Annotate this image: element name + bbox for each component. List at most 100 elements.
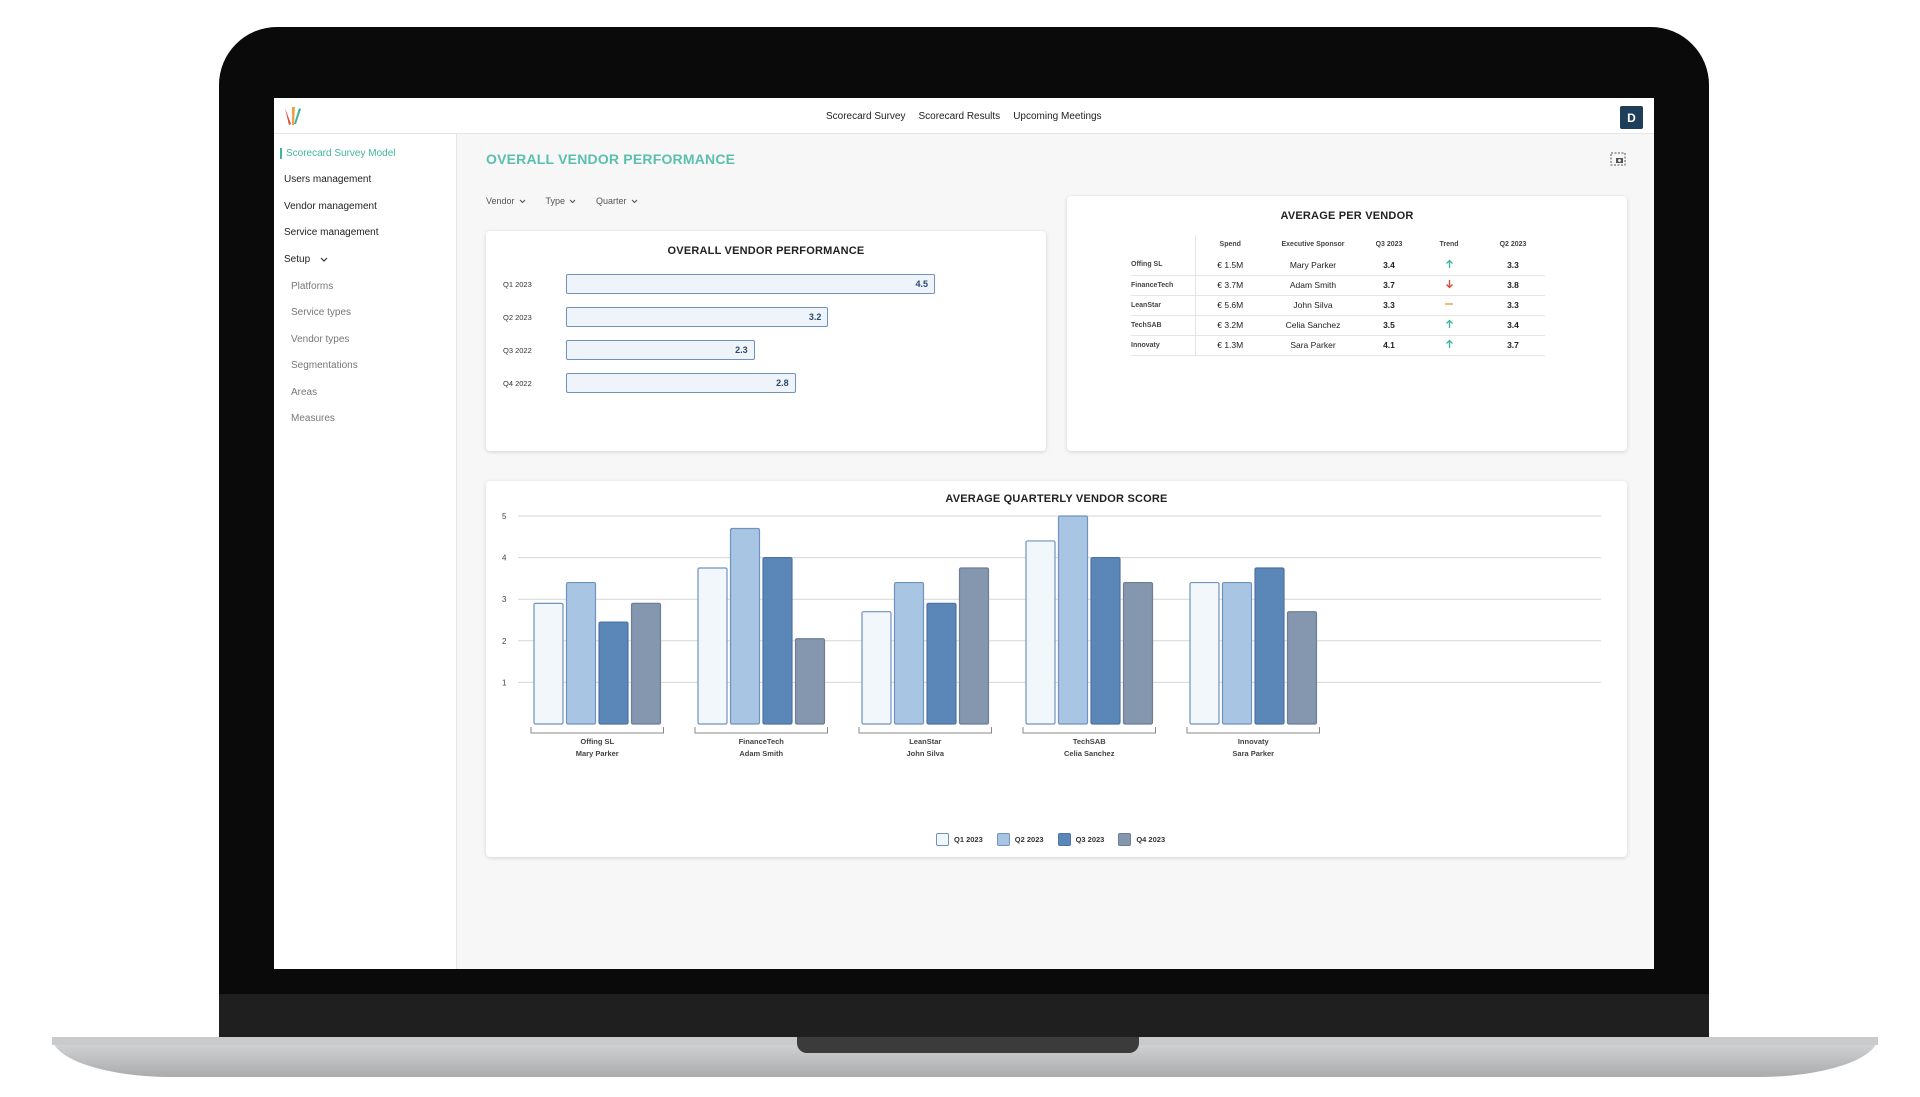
sponsor-cell: John Silva	[1265, 295, 1361, 316]
chevron-down-icon	[631, 199, 637, 203]
vendor-cell: FinanceTech	[1131, 275, 1196, 296]
legend-item[interactable]: Q1 2023	[936, 833, 983, 846]
bar-q1-2023[interactable]	[697, 567, 728, 725]
bar-q2-2023[interactable]	[729, 527, 761, 725]
bar-q3-2023[interactable]	[762, 556, 793, 725]
legend-swatch	[1118, 833, 1132, 846]
x-sublabel: Mary Parker	[576, 749, 619, 758]
spend-cell: € 1.5M	[1195, 255, 1265, 276]
sidebar-item-service-management[interactable]: Service management	[284, 227, 379, 238]
bar-q4-2023[interactable]	[794, 638, 826, 725]
bar-q3-2023[interactable]	[1090, 556, 1121, 725]
table-row[interactable]: TechSAB € 3.2M Celia Sanchez 3.5 3.4	[1131, 315, 1545, 336]
legend-label: Q3 2023	[1075, 835, 1105, 844]
sponsor-cell: Adam Smith	[1265, 275, 1361, 296]
bar-q1-2023[interactable]	[1025, 540, 1056, 725]
screenshot-icon[interactable]	[1610, 152, 1626, 166]
sidebar-sub-areas[interactable]: Areas	[291, 387, 318, 398]
quarterly-score-chart: 1 2 3 4 5 Offing SL Mary Parker FinanceTech Adam…	[502, 512, 1601, 758]
laptop-notch	[797, 1037, 1139, 1053]
hbar-value-label: 2.3	[735, 345, 748, 355]
group-bracket	[858, 727, 992, 734]
filter-type[interactable]: Type	[546, 196, 577, 206]
user-avatar[interactable]: D	[1620, 106, 1643, 129]
nav-scorecard-results[interactable]: Scorecard Results	[918, 110, 1001, 122]
q3-cell: 4.1	[1361, 335, 1417, 356]
filter-vendor[interactable]: Vendor	[486, 196, 526, 206]
x-tick-label: LeanStar	[909, 737, 941, 746]
group-bracket	[530, 727, 664, 734]
page-title: OVERALL VENDOR PERFORMANCE	[486, 151, 736, 167]
sidebar-item-vendor-management[interactable]: Vendor management	[284, 201, 377, 212]
q3-column-header: Q3 2023	[1375, 240, 1403, 248]
table-row[interactable]: LeanStar € 5.6M John Silva 3.3 3.3	[1131, 295, 1545, 316]
bar-q2-2023[interactable]	[1221, 581, 1253, 725]
hbar-bar[interactable]: 2.3	[566, 340, 755, 360]
legend-label: Q1 2023	[954, 835, 983, 844]
x-sublabel: Adam Smith	[739, 749, 783, 758]
bar-q4-2023[interactable]	[630, 602, 662, 725]
filter-bar: Vendor Type Quarter	[486, 196, 638, 206]
bar-q3-2023[interactable]	[598, 621, 629, 725]
bar-q4-2023[interactable]	[1122, 581, 1154, 725]
sidebar-item-scorecard-survey-model[interactable]: Scorecard Survey Model	[280, 148, 396, 159]
hbar-bar[interactable]: 3.2	[566, 307, 829, 327]
y-tick-label: 3	[502, 595, 507, 604]
bar-q2-2023[interactable]	[565, 581, 597, 725]
hbar-bar[interactable]: 4.5	[566, 274, 935, 294]
filter-vendor-label: Vendor	[486, 196, 515, 206]
bar-q1-2023[interactable]	[533, 602, 564, 725]
trend-cell	[1417, 275, 1481, 296]
sidebar-sub-segmentations[interactable]: Segmentations	[291, 360, 358, 371]
bar-q3-2023[interactable]	[1254, 567, 1285, 725]
y-tick-label: 2	[502, 637, 507, 646]
top-bar: Scorecard Survey Scorecard Results Upcom…	[274, 98, 1654, 134]
legend-item[interactable]: Q3 2023	[1057, 833, 1105, 846]
bar-q1-2023[interactable]	[861, 611, 892, 725]
table-row[interactable]: FinanceTech € 3.7M Adam Smith 3.7 3.8	[1131, 275, 1545, 296]
sidebar-item-setup[interactable]: Setup	[284, 254, 328, 265]
app-logo[interactable]	[280, 103, 306, 129]
bar-q2-2023[interactable]	[893, 581, 925, 725]
bar-q1-2023[interactable]	[1189, 581, 1220, 725]
table-row[interactable]: Innovaty € 1.3M Sara Parker 4.1 3.7	[1131, 335, 1545, 356]
q2-column-header: Q2 2023	[1499, 240, 1527, 248]
nav-scorecard-survey[interactable]: Scorecard Survey	[826, 110, 906, 122]
vendor-cell: Innovaty	[1131, 335, 1196, 356]
hbar-value-label: 4.5	[915, 279, 928, 289]
hbar-category-label: Q2 2023	[503, 313, 532, 322]
nav-upcoming-meetings[interactable]: Upcoming Meetings	[1013, 110, 1102, 122]
legend-item[interactable]: Q4 2023	[1118, 833, 1165, 846]
bar-q4-2023[interactable]	[1286, 611, 1318, 725]
filter-type-label: Type	[545, 196, 566, 206]
average-per-vendor-rows: Offing SL € 1.5M Mary Parker 3.4 3.3 FinanceT…	[1131, 255, 1545, 356]
spend-column-header: Spend	[1219, 240, 1241, 248]
sidebar-sub-platforms[interactable]: Platforms	[291, 281, 334, 292]
spend-cell: € 3.2M	[1195, 315, 1265, 336]
q2-cell: 3.8	[1481, 275, 1545, 296]
average-per-vendor-card: AVERAGE PER VENDOR Spend Executive Spons…	[1067, 196, 1627, 451]
sidebar-sub-measures[interactable]: Measures	[291, 413, 335, 424]
bar-q3-2023[interactable]	[926, 602, 957, 725]
trend-down-icon	[1445, 280, 1453, 289]
table-row[interactable]: Offing SL € 1.5M Mary Parker 3.4 3.3	[1131, 255, 1545, 276]
y-tick-label: 5	[502, 512, 507, 521]
hbar-bar[interactable]: 2.8	[566, 373, 796, 393]
legend-label: Q4 2023	[1136, 835, 1166, 844]
group-bracket	[694, 727, 828, 734]
sidebar-item-setup-label: Setup	[284, 254, 311, 265]
sidebar-sub-vendor-types[interactable]: Vendor types	[291, 334, 350, 345]
filter-quarter[interactable]: Quarter	[596, 196, 638, 206]
sidebar-item-users-management[interactable]: Users management	[284, 174, 372, 185]
trend-cell	[1417, 255, 1481, 276]
top-navigation: Scorecard Survey Scorecard Results Upcom…	[826, 98, 1102, 134]
sidebar: Scorecard Survey Model Users management …	[274, 134, 457, 969]
bar-q4-2023[interactable]	[958, 567, 990, 725]
q3-cell: 3.3	[1361, 295, 1417, 316]
bar-q2-2023[interactable]	[1057, 515, 1089, 725]
x-sublabel: John Silva	[906, 749, 944, 758]
x-tick-label: FinanceTech	[739, 737, 785, 746]
legend-swatch	[936, 833, 949, 846]
sidebar-sub-service-types[interactable]: Service types	[291, 307, 352, 318]
legend-item[interactable]: Q2 2023	[996, 833, 1044, 846]
